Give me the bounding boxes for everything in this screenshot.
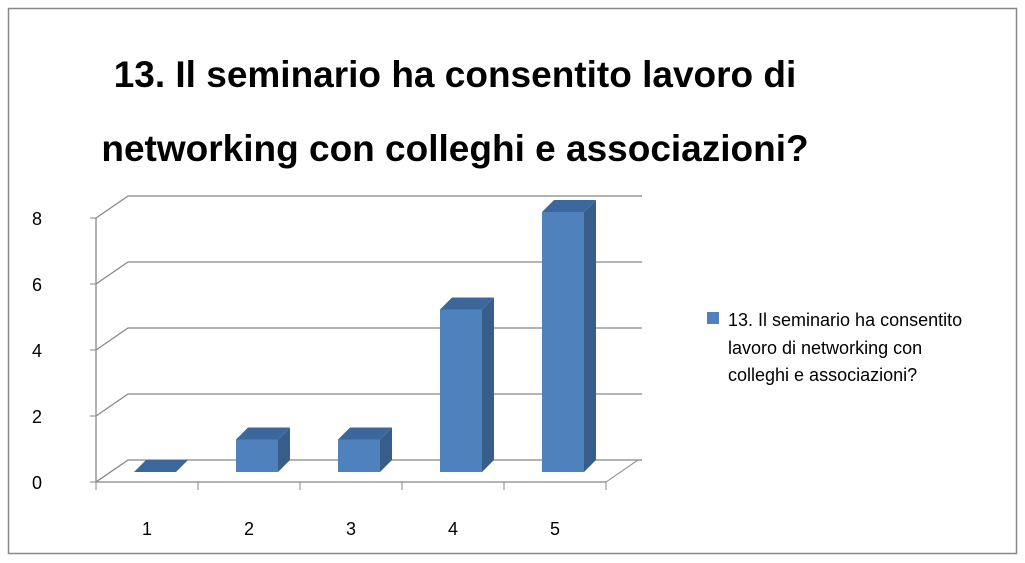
bar-top — [542, 200, 596, 212]
bar-top — [440, 297, 494, 310]
bar-side — [584, 200, 596, 472]
legend-label: 13. Il seminario ha consentito lavoro di… — [728, 310, 963, 385]
x-tick-label: 4 — [448, 519, 458, 539]
grid-line — [95, 261, 642, 285]
x-tick-label: 2 — [244, 519, 254, 539]
bar-side — [278, 427, 290, 472]
x-tick-label: 5 — [550, 519, 560, 539]
bar-top — [134, 460, 188, 472]
bar — [236, 439, 278, 472]
x-tick-label: 3 — [346, 519, 356, 539]
chart-title: 13. Il seminario ha consentito lavoro di… — [101, 54, 809, 169]
bar — [440, 309, 482, 472]
bar-top — [338, 427, 392, 440]
y-tick-label: 0 — [32, 473, 42, 493]
x-tick-label: 1 — [142, 519, 152, 539]
bar-top — [236, 427, 290, 440]
bar-side — [482, 297, 494, 472]
bar — [542, 212, 584, 472]
y-tick-label: 2 — [32, 407, 42, 427]
y-tick-label: 6 — [32, 275, 42, 295]
bar — [338, 439, 380, 472]
bar-side — [380, 427, 392, 472]
y-tick-label: 8 — [32, 209, 42, 229]
grid-line — [95, 195, 642, 219]
legend-key — [707, 312, 719, 324]
y-tick-label: 4 — [32, 341, 42, 361]
